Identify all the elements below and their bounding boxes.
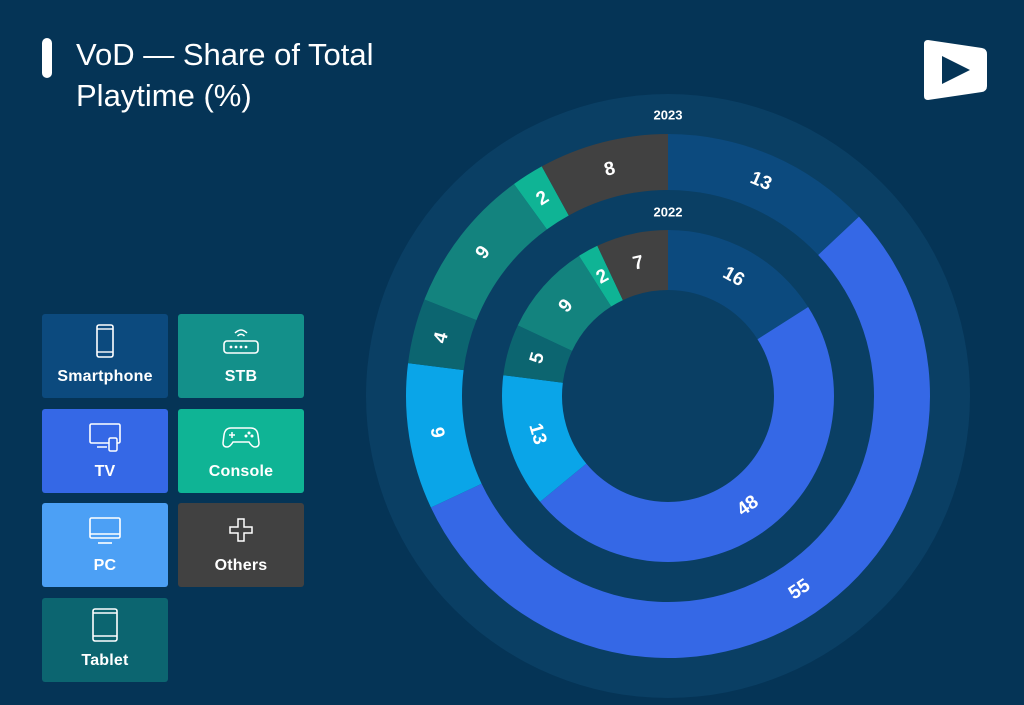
slice-2022-smartphone	[668, 230, 809, 340]
data-label-2023-others: 8	[602, 158, 617, 181]
slice-2022-console	[579, 245, 623, 307]
legend-item-console: Console	[178, 409, 304, 493]
legend-label-pc: PC	[93, 557, 117, 574]
series-label-2023: 2023	[654, 108, 683, 123]
legend-item-smartphone: Smartphone	[42, 314, 168, 398]
title-accent-bar	[42, 38, 52, 78]
slice-2023-tablet	[408, 299, 477, 371]
legend-item-tablet: Tablet	[42, 598, 168, 682]
data-label-2022-others: 7	[631, 252, 646, 275]
monitor-icon	[89, 517, 121, 544]
data-label-2023-pc: 9	[426, 426, 448, 440]
router-icon	[223, 329, 259, 354]
tablet-icon	[92, 608, 118, 642]
legend-label-smartphone: Smartphone	[57, 368, 153, 385]
title-line-1: VoD — Share of Total	[76, 37, 374, 72]
slice-2022-stb	[517, 255, 612, 351]
tv-icon	[89, 423, 121, 452]
legend-item-pc: PC	[42, 503, 168, 587]
slice-2023-stb	[424, 184, 547, 321]
slice-2022-others	[597, 230, 668, 301]
legend-item-others: Others	[178, 503, 304, 587]
slice-2023-smartphone	[668, 134, 859, 255]
slice-2023-pc	[406, 363, 482, 508]
legend-item-stb: STB	[178, 314, 304, 398]
legend-label-stb: STB	[224, 368, 258, 385]
legend-label-others: Others	[214, 557, 268, 574]
slice-2022-tablet	[503, 325, 573, 383]
smartphone-icon	[96, 324, 114, 358]
slice-2022-tv	[540, 307, 835, 563]
slice-2023-tv	[430, 216, 930, 658]
legend-label-tv: TV	[94, 463, 116, 480]
legend-item-tv: TV	[42, 409, 168, 493]
legend-label-tablet: Tablet	[81, 652, 129, 669]
play-logo-icon	[924, 40, 987, 100]
slice-2022-pc	[501, 375, 587, 502]
slice-2023-others	[541, 134, 668, 216]
series-label-2022: 2022	[654, 205, 683, 220]
plus-icon	[229, 518, 253, 542]
legend-label-console: Console	[208, 463, 274, 480]
slice-2023-console	[514, 166, 569, 230]
page-title: VoD — Share of Total Playtime (%)	[76, 34, 496, 116]
gamepad-icon	[222, 427, 260, 448]
title-line-2: Playtime (%)	[76, 78, 252, 113]
